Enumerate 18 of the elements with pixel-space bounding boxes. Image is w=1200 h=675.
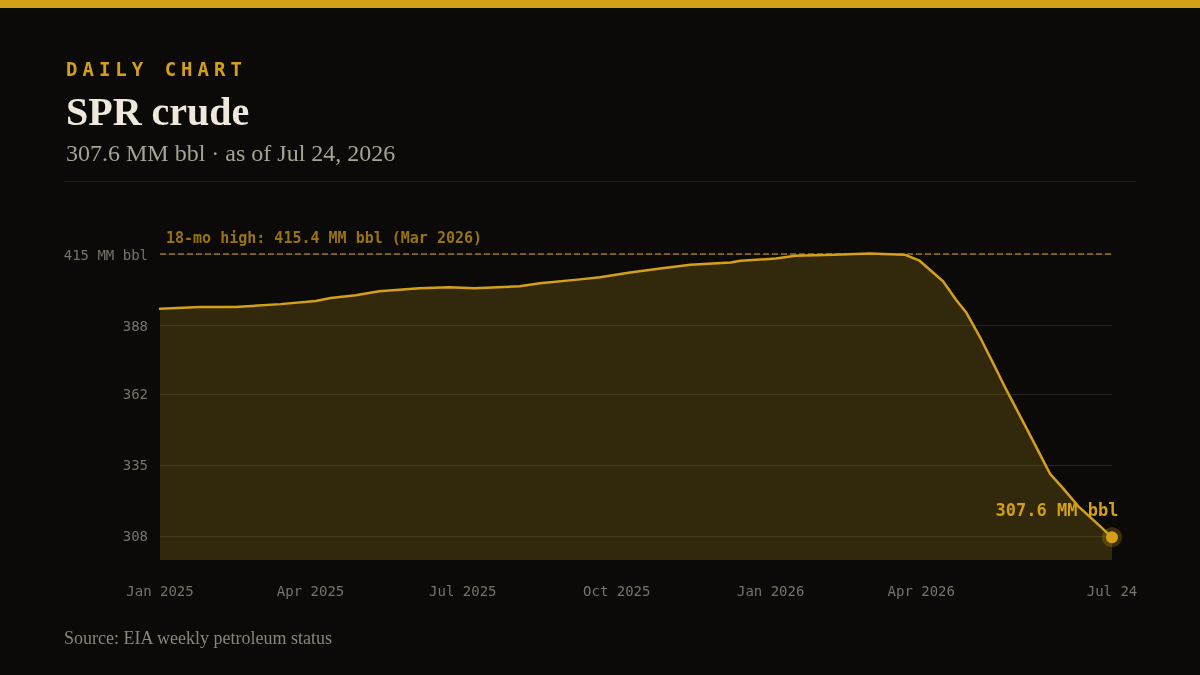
chart-subtitle: 307.6 MM bbl · as of Jul 24, 2026 bbox=[66, 140, 396, 167]
text: DAILY CHART bbox=[66, 58, 247, 80]
chart-title: SPR crude bbox=[66, 88, 250, 135]
y-tick-label: 308 bbox=[122, 528, 148, 545]
x-tick-label: Jan 2026 bbox=[736, 583, 805, 599]
x-tick-label: Jul 2025 bbox=[429, 583, 497, 599]
x-tick-label: Apr 2025 bbox=[276, 583, 345, 599]
ref-line-label: 18-mo high: 415.4 MM bbl (Mar 2026) bbox=[166, 229, 483, 248]
x-tick-label: Apr 2026 bbox=[887, 583, 955, 599]
x-tick-label: Jul 24 bbox=[1086, 583, 1138, 599]
y-tick-label: 415 MM bbl bbox=[63, 246, 148, 263]
x-tick-label: Jan 2025 bbox=[126, 583, 194, 599]
x-tick-label: Oct 2025 bbox=[583, 583, 651, 599]
y-tick-label: 335 bbox=[122, 457, 148, 474]
annotation: 307.6 MM bbl bbox=[995, 499, 1119, 520]
source-note: Source: EIA weekly petroleum status bbox=[64, 628, 332, 649]
y-tick-label: 388 bbox=[122, 317, 148, 334]
y-tick-label: 362 bbox=[122, 386, 148, 403]
